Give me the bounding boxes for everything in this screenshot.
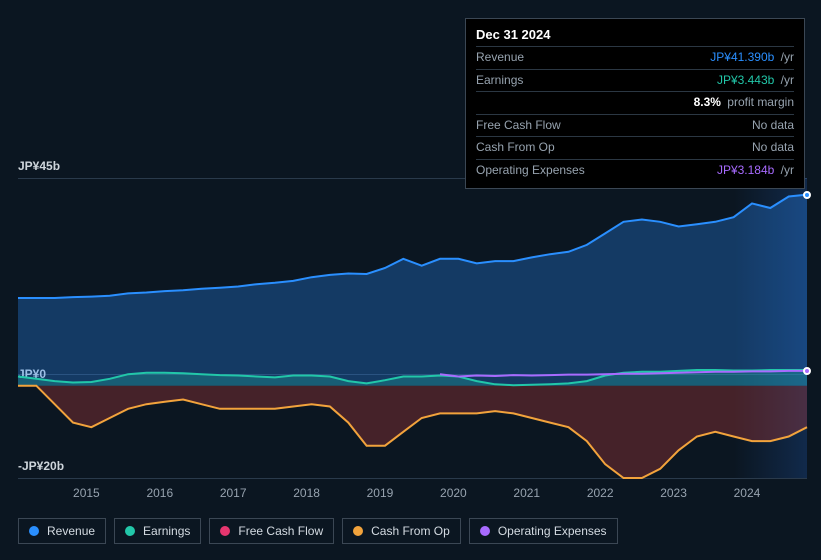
tooltip-row: Earnings JP¥3.443b /yr <box>476 69 794 92</box>
legend-swatch <box>125 526 135 536</box>
tooltip-row-value: JP¥3.184b /yr <box>717 163 794 179</box>
tooltip-row-value: No data <box>749 118 794 134</box>
legend-item-cashop[interactable]: Cash From Op <box>342 518 461 544</box>
legend-item-opex[interactable]: Operating Expenses <box>469 518 618 544</box>
tooltip-row-value: No data <box>749 140 794 156</box>
revenue-area <box>18 195 807 386</box>
legend-item-earnings[interactable]: Earnings <box>114 518 201 544</box>
legend-label: Free Cash Flow <box>238 524 323 538</box>
tooltip-date: Dec 31 2024 <box>476 27 794 46</box>
y-tick-max: JP¥45b <box>18 159 60 173</box>
legend-item-fcf[interactable]: Free Cash Flow <box>209 518 334 544</box>
tooltip-row: Operating Expenses JP¥3.184b /yr <box>476 159 794 182</box>
legend-label: Revenue <box>47 524 95 538</box>
legend-swatch <box>480 526 490 536</box>
chart-svg <box>18 178 807 478</box>
opex-end-marker <box>803 367 811 375</box>
tooltip-row-label: Cash From Op <box>476 140 555 156</box>
tooltip-row: Cash From Op No data <box>476 136 794 159</box>
chart-plot-area[interactable] <box>18 178 807 478</box>
legend-swatch <box>353 526 363 536</box>
legend-swatch <box>220 526 230 536</box>
tooltip-row: Free Cash Flow No data <box>476 114 794 137</box>
legend-label: Earnings <box>143 524 190 538</box>
legend-item-revenue[interactable]: Revenue <box>18 518 106 544</box>
revenue-end-marker <box>803 191 811 199</box>
legend-swatch <box>29 526 39 536</box>
tooltip-row-label: Operating Expenses <box>476 163 585 179</box>
legend: Revenue Earnings Free Cash Flow Cash From O… <box>18 518 618 544</box>
tooltip-row: 8.3% profit margin <box>476 91 794 114</box>
legend-label: Operating Expenses <box>498 524 607 538</box>
tooltip-row-value: JP¥3.443b /yr <box>717 73 794 89</box>
tooltip-row: Revenue JP¥41.390b /yr <box>476 46 794 69</box>
y-gridline-min <box>18 478 807 479</box>
tooltip-row-label: Earnings <box>476 73 523 89</box>
tooltip-row-value: JP¥41.390b /yr <box>710 50 794 66</box>
cashop-area <box>18 386 807 478</box>
tooltip-panel: Dec 31 2024 Revenue JP¥41.390b /yr Earning… <box>465 18 805 189</box>
tooltip-row-label: Free Cash Flow <box>476 118 561 134</box>
tooltip-row-label: Revenue <box>476 50 524 66</box>
legend-label: Cash From Op <box>371 524 450 538</box>
tooltip-row-value: 8.3% profit margin <box>694 95 794 111</box>
